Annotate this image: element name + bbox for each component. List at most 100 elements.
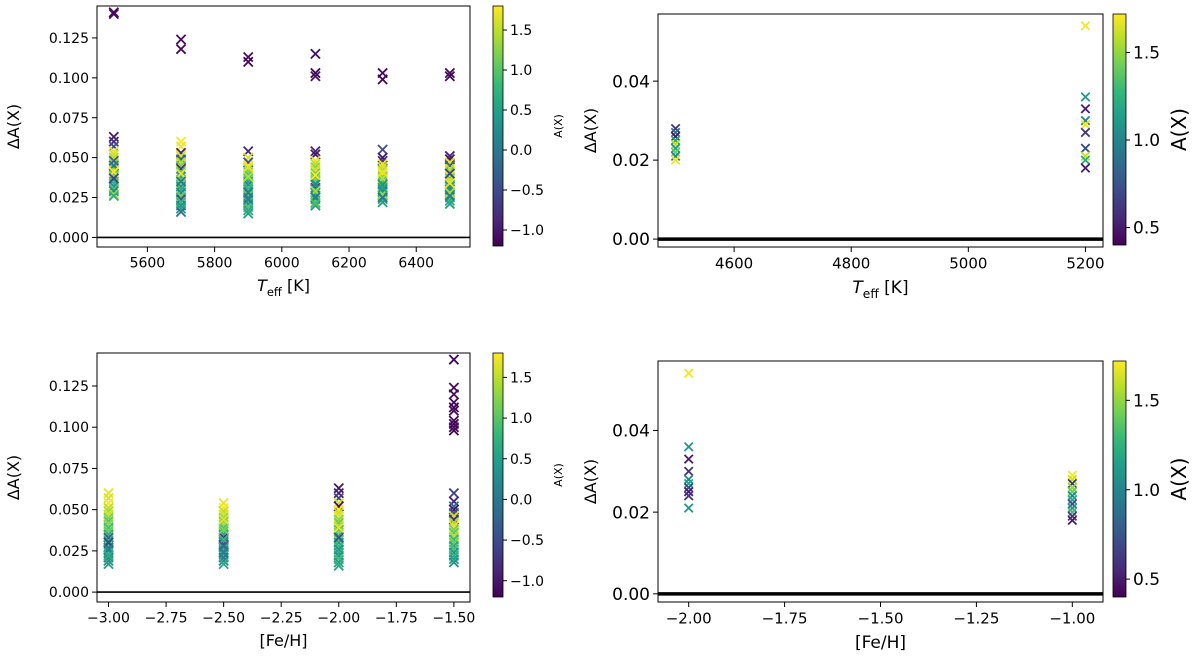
x-tick-label: 6000 (264, 256, 300, 272)
data-point (1067, 474, 1078, 485)
data-point (333, 532, 344, 543)
data-point (670, 123, 681, 134)
y-axis-label: ΔA(X) (4, 455, 23, 500)
data-point (1067, 499, 1078, 509)
data-point (1080, 163, 1091, 173)
data-point (448, 421, 460, 433)
data-point (1080, 103, 1091, 114)
x-tick-label: −2.00 (317, 611, 360, 627)
data-point (242, 161, 254, 173)
data-point (175, 168, 187, 179)
data-point (175, 176, 187, 187)
y-tick-label: 0.100 (49, 420, 89, 436)
data-point (103, 550, 114, 562)
colorbar-tick-label: 0.5 (510, 452, 532, 468)
colorbar-label: A(X) (1167, 108, 1191, 151)
data-point (333, 557, 344, 568)
data-point (1080, 155, 1091, 165)
data-point (108, 155, 120, 167)
data-point (310, 197, 321, 208)
data-point (444, 195, 456, 206)
colorbar-tick-label: −0.5 (510, 183, 544, 199)
data-point (1080, 127, 1091, 138)
data-point (175, 34, 187, 45)
data-point (683, 454, 694, 464)
y-tick-label: 0.025 (49, 191, 89, 207)
panel-d: 0.00 0.02 0.04 −2.00 −1.75 −1.50 −1.25 −1.00 ΔA(… (581, 360, 1191, 653)
data-point (1067, 470, 1078, 481)
colorbar-tick-label: −0.5 (510, 533, 544, 549)
colorbar-tick-label: 1.5 (510, 370, 532, 386)
data-point (218, 547, 229, 558)
x-tick-label: 6200 (331, 256, 367, 272)
data-point (683, 478, 694, 489)
data-point (175, 163, 187, 175)
data-point (242, 208, 254, 219)
data-point (670, 127, 681, 138)
data-point (377, 197, 388, 208)
data-point (1067, 478, 1078, 489)
y-tick-label: 0.000 (49, 585, 89, 601)
data-point (377, 74, 388, 85)
plot-frame (96, 5, 471, 248)
data-point (670, 147, 681, 158)
y-tick-label: 0.100 (49, 71, 89, 87)
data-point (242, 152, 254, 163)
data-point (444, 198, 456, 210)
data-point (108, 8, 120, 20)
colorbar-tick-label: −1.0 (510, 223, 544, 239)
data-point (670, 155, 681, 165)
data-point (218, 514, 229, 525)
x-axis-label: [Fe/H] (259, 631, 307, 650)
y-axis-label: ΔA(X) (581, 108, 600, 153)
data-point (108, 141, 120, 152)
data-point (103, 497, 114, 509)
data-point (103, 487, 114, 499)
data-point (683, 490, 694, 501)
data-point (377, 192, 388, 203)
data-point (108, 189, 120, 200)
data-point (310, 70, 321, 82)
data-point (444, 190, 456, 202)
plot-frame (657, 13, 1104, 248)
colorbar-tick-label: −1.0 (510, 574, 544, 590)
data-point (108, 173, 120, 184)
panel-a: 0.000 0.025 0.050 0.075 0.100 0.125 5600 5800 60… (4, 5, 565, 299)
data-point (310, 169, 321, 181)
x-tick-label: −1.50 (432, 611, 475, 627)
x-tick-label: 5000 (949, 255, 987, 273)
data-point (103, 558, 114, 570)
data-point (242, 205, 254, 216)
data-point (1067, 482, 1078, 493)
colorbar-tick-label: 1.0 (510, 411, 532, 427)
data-point (448, 487, 460, 499)
data-point (1067, 511, 1078, 522)
data-point (444, 187, 456, 198)
data-point (683, 482, 694, 493)
data-point (1067, 507, 1078, 517)
x-tick-label: 5200 (1066, 255, 1104, 273)
data-point (175, 166, 187, 178)
x-axis-label: Teff [K] (852, 278, 908, 301)
x-tick-label: 4800 (832, 255, 870, 273)
colorbar-tick-label: 0.5 (1133, 219, 1160, 239)
x-tick-label: −2.25 (260, 611, 303, 627)
data-point (1067, 495, 1078, 505)
data-point (1067, 515, 1078, 526)
data-point (1080, 119, 1091, 130)
colorbar-label: A(X) (1167, 458, 1191, 501)
data-point (448, 388, 460, 400)
y-tick-label: 0.050 (49, 151, 89, 167)
data-point (310, 200, 321, 211)
plot-frame (96, 352, 471, 603)
panel-c: 0.000 0.025 0.050 0.075 0.100 0.125 −3.00 −2.75… (4, 352, 565, 650)
data-point (242, 56, 254, 68)
data-point (448, 397, 460, 408)
y-tick-label: 0.02 (612, 503, 650, 523)
data-point (108, 136, 120, 147)
data-point (1080, 21, 1091, 31)
data-point (444, 70, 456, 82)
data-point (448, 557, 460, 568)
data-point (218, 524, 229, 535)
y-tick-label: 0.00 (612, 230, 650, 250)
